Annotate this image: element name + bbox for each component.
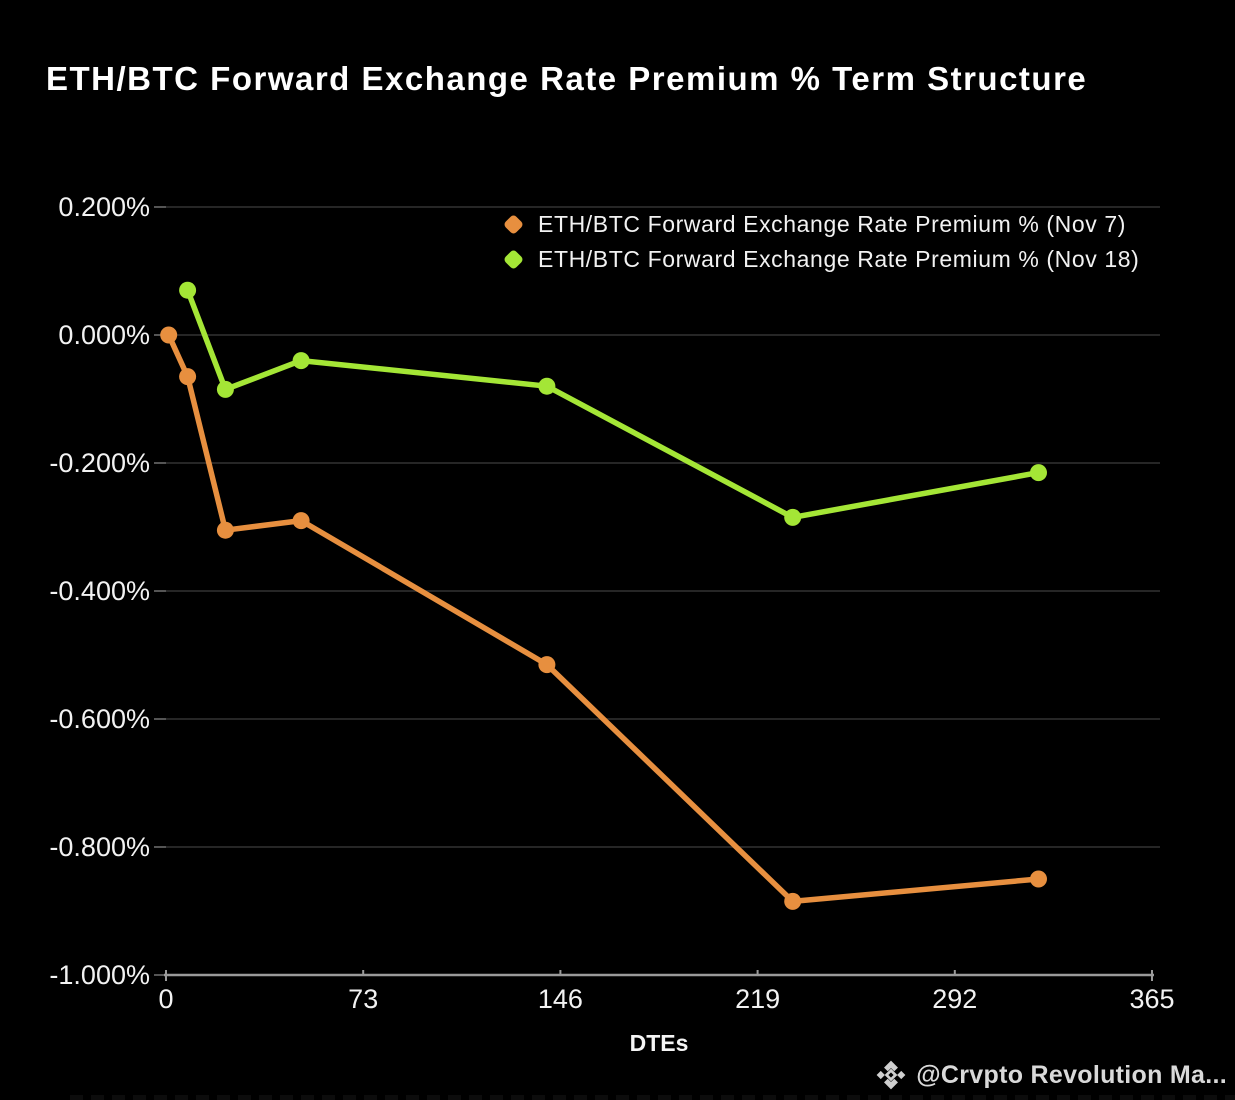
x-axis-tick-label: 0 (158, 984, 173, 1014)
clipped-text-artifact (70, 1095, 1235, 1100)
watermark: @Crvpto Revolution Ma... (873, 1057, 1227, 1093)
data-point-nov18[interactable] (784, 508, 802, 526)
data-point-nov7[interactable] (216, 521, 234, 539)
data-point-nov7[interactable] (179, 368, 197, 386)
x-axis-title: DTEs (630, 1030, 689, 1056)
legend-item-nov7[interactable]: ETH/BTC Forward Exchange Rate Premium % … (502, 209, 1139, 239)
data-point-nov18[interactable] (292, 352, 310, 370)
data-point-nov7[interactable] (538, 656, 556, 674)
legend-item-nov18[interactable]: ETH/BTC Forward Exchange Rate Premium % … (502, 244, 1139, 274)
data-point-nov7[interactable] (784, 892, 802, 910)
series-line-nov18 (184, 287, 1042, 521)
legend: ETH/BTC Forward Exchange Rate Premium % … (502, 209, 1139, 274)
y-axis-tick-label: -0.200% (49, 448, 150, 478)
x-axis-tick-label: 146 (538, 984, 583, 1014)
data-point-nov7[interactable] (292, 512, 310, 530)
x-axis-tick-label: 292 (932, 984, 977, 1014)
nov18-series-swatch-icon (502, 248, 525, 270)
data-point-nov18[interactable] (216, 380, 234, 398)
nov7-series-swatch-icon (502, 213, 525, 235)
y-axis-tick-label: -0.400% (49, 576, 150, 606)
data-point-nov7[interactable] (1030, 870, 1047, 888)
data-point-nov18[interactable] (538, 377, 556, 395)
y-axis-tick-label: -1.000% (49, 960, 150, 990)
binance-diamond-icon (876, 1060, 906, 1090)
data-point-nov18[interactable] (179, 281, 197, 299)
y-axis-tick-label: -0.800% (49, 832, 150, 862)
chart-title: ETH/BTC Forward Exchange Rate Premium % … (46, 60, 1088, 97)
legend-label-nov7: ETH/BTC Forward Exchange Rate Premium % … (538, 210, 1127, 237)
data-point-nov7[interactable] (160, 326, 178, 344)
y-axis-tick-label: 0.200% (58, 192, 150, 222)
x-axis-tick-label: 73 (348, 984, 378, 1014)
series-line-nov7 (165, 332, 1042, 905)
x-axis-tick-label: 219 (735, 984, 780, 1014)
watermark-text: @Crvpto Revolution Ma... (916, 1060, 1227, 1089)
y-axis-tick-label: -0.600% (49, 704, 150, 734)
y-axis-tick-label: 0.000% (58, 320, 150, 350)
legend-label-nov18: ETH/BTC Forward Exchange Rate Premium % … (538, 245, 1140, 272)
x-axis-tick-label: 365 (1129, 984, 1174, 1014)
data-point-nov18[interactable] (1030, 464, 1047, 482)
